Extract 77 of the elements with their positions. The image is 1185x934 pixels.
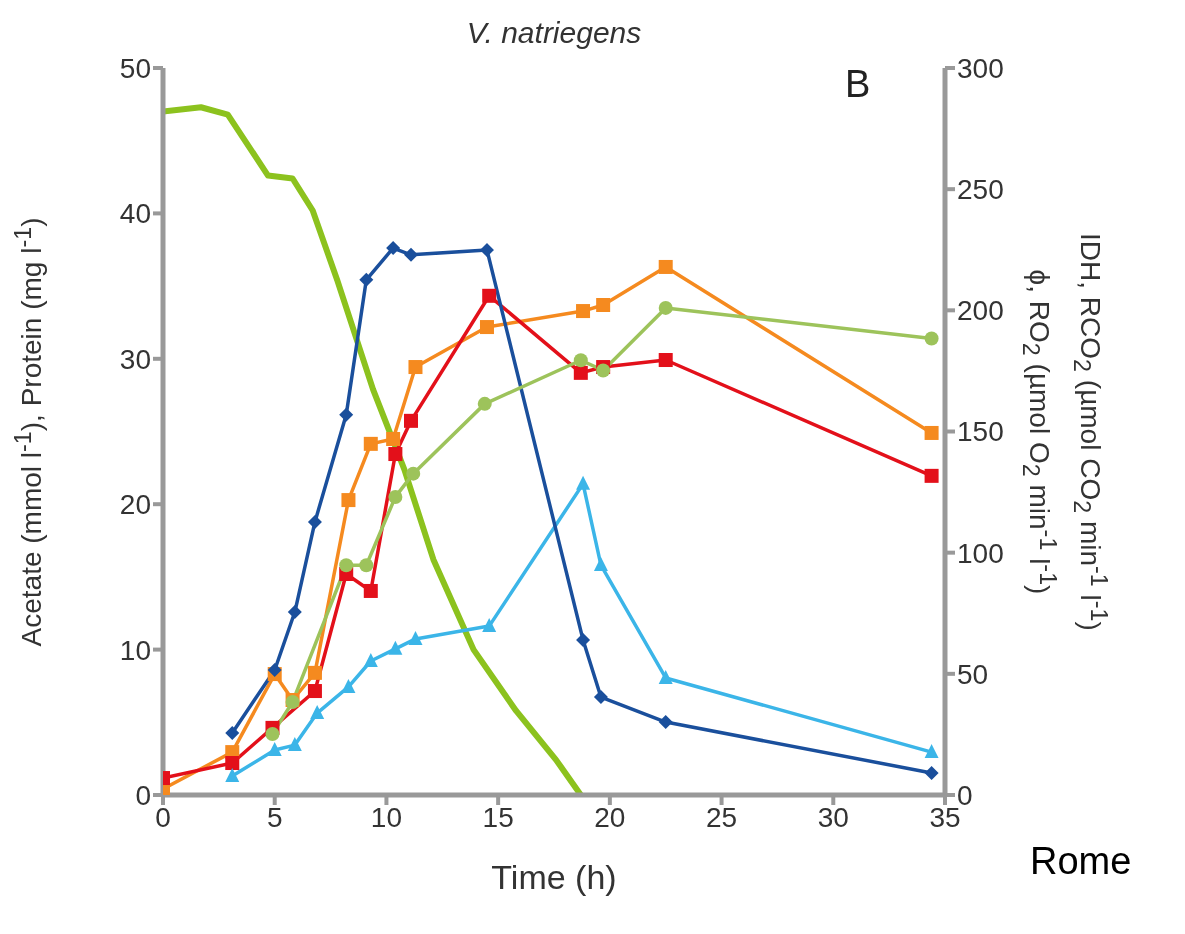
x-tick-label: 15 bbox=[482, 801, 514, 833]
point bbox=[924, 744, 939, 759]
point bbox=[307, 665, 322, 680]
point bbox=[596, 298, 611, 312]
y2-tick-label: 150 bbox=[957, 416, 1004, 448]
point bbox=[593, 557, 608, 572]
x-tick-label: 5 bbox=[266, 801, 283, 833]
point bbox=[576, 632, 591, 647]
y-tick-label: 40 bbox=[119, 198, 151, 230]
annotation: B bbox=[845, 63, 871, 106]
y2-tick-label: 50 bbox=[957, 658, 989, 690]
point bbox=[404, 413, 419, 428]
point bbox=[386, 241, 401, 256]
point bbox=[225, 725, 240, 740]
point bbox=[363, 583, 378, 598]
point bbox=[924, 425, 939, 440]
point bbox=[573, 365, 588, 380]
y-tick-label: 0 bbox=[135, 779, 151, 811]
point bbox=[267, 662, 282, 677]
point bbox=[573, 353, 588, 368]
point bbox=[658, 300, 673, 315]
x-tick-label: 30 bbox=[817, 801, 849, 833]
point bbox=[408, 360, 423, 375]
point bbox=[287, 737, 302, 752]
point bbox=[225, 768, 240, 783]
point bbox=[359, 558, 374, 573]
text: Rome bbox=[1030, 840, 1132, 883]
point bbox=[924, 468, 939, 483]
point bbox=[482, 618, 497, 633]
chart-title: V. natriegens bbox=[465, 16, 643, 50]
point bbox=[225, 756, 240, 771]
point bbox=[386, 432, 401, 447]
x-tick-label: 20 bbox=[594, 801, 626, 833]
point bbox=[408, 630, 423, 645]
point bbox=[363, 436, 378, 451]
y-tick-label: 50 bbox=[119, 52, 151, 84]
point bbox=[658, 715, 673, 730]
point bbox=[307, 684, 322, 699]
y-tick-label: 10 bbox=[119, 634, 151, 666]
y2-tick-label: 100 bbox=[957, 537, 1004, 569]
point bbox=[339, 407, 354, 422]
point bbox=[363, 652, 378, 667]
y2-tick-label: 250 bbox=[957, 174, 1004, 206]
point bbox=[388, 640, 403, 655]
point bbox=[310, 705, 325, 720]
point bbox=[339, 558, 354, 573]
point bbox=[388, 489, 403, 504]
x-tick-label: 0 bbox=[155, 801, 171, 833]
point bbox=[341, 678, 356, 693]
point bbox=[406, 466, 421, 481]
x-axis-title: Time (h) bbox=[490, 858, 618, 897]
point bbox=[593, 690, 608, 705]
point bbox=[388, 447, 403, 462]
x-tick-label: 25 bbox=[705, 801, 738, 833]
point bbox=[576, 475, 591, 490]
point bbox=[267, 741, 282, 756]
point bbox=[479, 242, 494, 257]
y2-tick-label: 300 bbox=[957, 52, 1004, 84]
point bbox=[924, 331, 939, 346]
point bbox=[404, 247, 419, 262]
y2-tick-label: 200 bbox=[957, 295, 1004, 327]
point bbox=[658, 353, 673, 368]
point bbox=[341, 493, 356, 508]
point bbox=[265, 726, 280, 741]
y-tick-label: 30 bbox=[119, 343, 151, 375]
point bbox=[482, 288, 497, 303]
point bbox=[287, 605, 302, 620]
point bbox=[307, 514, 322, 529]
point bbox=[359, 272, 374, 287]
point bbox=[576, 304, 591, 319]
point bbox=[477, 396, 492, 411]
x-tick-label: 10 bbox=[370, 801, 403, 833]
point bbox=[658, 669, 673, 684]
point bbox=[479, 320, 494, 335]
point bbox=[658, 259, 673, 274]
y-tick-label: 20 bbox=[119, 489, 151, 521]
point bbox=[924, 765, 939, 780]
